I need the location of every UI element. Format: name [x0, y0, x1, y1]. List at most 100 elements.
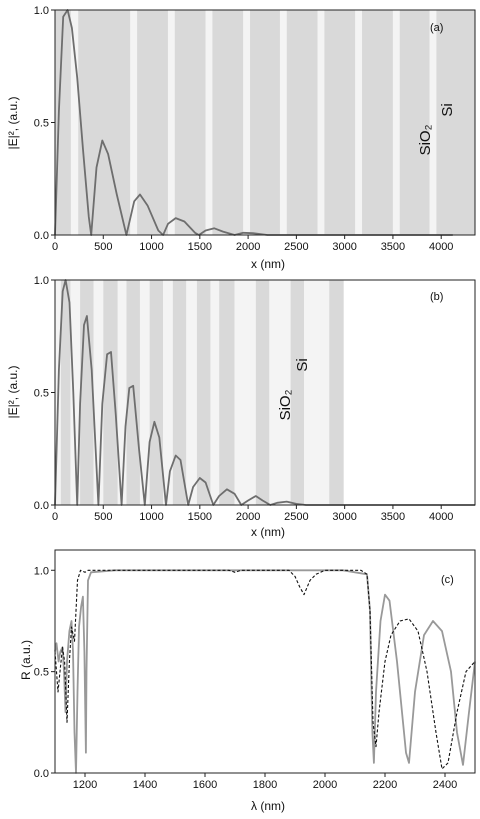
panel-a-layer-si-12 [286, 10, 318, 235]
panel-a-chart: 0 500 1000 1500 2000 2500 3000 3500 4000 0.0 0.5 1… [6, 5, 476, 271]
panel-c-y-ticks: 0.0 0.5 1.0 [34, 565, 55, 780]
panel-b-layer-sio2-6 [117, 280, 127, 505]
panel-c-y-tick-label-2: 1.0 [34, 565, 49, 577]
panel-c-chart: 1200 1400 1600 1800 2000 2200 2400 0.0 0.5 1.0 λ… [19, 549, 476, 813]
panel-b-sio2-label: SiO₂ [277, 389, 294, 420]
panel-a-layer-sio2-19 [429, 10, 437, 235]
panel-b-layer-si-11 [172, 280, 187, 505]
panel-b-y-ticks: 0.0 0.5 1.0 [34, 275, 55, 512]
panel-b-layer-si-15 [219, 280, 235, 505]
panel-a-layer-si-14 [324, 10, 356, 235]
panel-a-layer-si-8 [212, 10, 244, 235]
panel-a-layer-si-0 [55, 10, 71, 235]
panel-a-layer-sio2-1 [70, 10, 79, 235]
panel-b-layer-sio2-8 [139, 280, 150, 505]
panel-a-layer-si-20 [436, 10, 475, 235]
panel-c-series-line-0 [54, 569, 476, 774]
panel-a-letter: (a) [430, 22, 443, 34]
panel-c-y-tick-label-1: 0.5 [34, 667, 49, 679]
panel-a-series-line-0 [54, 9, 453, 236]
panel-c-x-tick-label-5: 2200 [373, 779, 397, 791]
panel-b-layer-sio2-2 [70, 280, 81, 505]
panel-a-x-tick-label-4: 2000 [236, 241, 260, 253]
panel-b-layers [55, 280, 344, 505]
panel-a-layer-sio2-5 [167, 10, 175, 235]
panel-a-layer-sio2-9 [243, 10, 251, 235]
panel-b-layer-si-1 [60, 280, 71, 505]
panel-c-frame [54, 549, 476, 774]
panel-a-layers [55, 10, 475, 235]
panel-b-layer-si-3 [80, 280, 94, 505]
panel-a-y-tick-label-1: 0.5 [34, 118, 49, 130]
panel-a-layer-sio2-17 [392, 10, 400, 235]
panel-b-x-tick-label-0: 0 [52, 511, 58, 523]
panel-b-x-axis-label: x (nm) [251, 525, 285, 539]
panel-b-layer-sio2-10 [163, 280, 173, 505]
panel-a-layer-sio2-7 [205, 10, 213, 235]
panel-b-x-tick-label-2: 1000 [139, 511, 163, 523]
panel-b-x-ticks: 0 500 1000 1500 2000 2500 3000 3500 4000 [52, 505, 453, 523]
panel-b-layer-sio2-4 [93, 280, 104, 505]
panel-b-y-tick-label-1: 0.5 [34, 388, 49, 400]
panel-a-layer-si-6 [174, 10, 206, 235]
panel-c-y-tick-label-0: 0.0 [34, 768, 49, 780]
panel-c-y-axis-label: R (a.u.) [19, 640, 33, 680]
panel-a-si-label: Si [439, 103, 456, 116]
panel-a-sio2-label: SiO₂ [417, 124, 434, 155]
panel-c-x-axis-label: λ (nm) [251, 799, 285, 813]
panel-b-layer-sio2-14 [210, 280, 220, 505]
panel-b-series-line-0 [54, 279, 475, 506]
panel-b-x-tick-label-6: 3000 [332, 511, 356, 523]
panel-a-layer-sio2-11 [279, 10, 287, 235]
panel-b-layer-si-9 [149, 280, 164, 505]
panel-b-layer-si-13 [196, 280, 211, 505]
panel-b-layer-sio2-18 [269, 280, 291, 505]
panel-c-x-tick-label-2: 1600 [193, 779, 217, 791]
panel-c-x-ticks: 1200 1400 1600 1800 2000 2200 2400 [73, 773, 457, 791]
panel-c-x-tick-label-1: 1400 [133, 779, 157, 791]
panel-b-layer-sio2-20 [304, 280, 330, 505]
panel-a-x-tick-label-6: 3000 [332, 241, 356, 253]
panel-b-si-label: Si [294, 358, 311, 371]
panel-c-series [54, 569, 476, 774]
panel-a-x-tick-label-7: 3500 [381, 241, 405, 253]
panel-a-layer-sio2-3 [130, 10, 138, 235]
panel-a-layer-si-16 [362, 10, 393, 235]
panel-b-layer-sio2-16 [234, 280, 256, 505]
panel-a-y-axis-label: |E|², (a.u.) [6, 97, 20, 150]
panel-b-series [54, 279, 475, 506]
panel-a-x-ticks: 0 500 1000 1500 2000 2500 3000 3500 4000 [52, 235, 453, 253]
panel-a-layer-sio2-15 [355, 10, 363, 235]
panel-a-x-tick-label-1: 500 [94, 241, 112, 253]
panel-a-x-tick-label-8: 4000 [429, 241, 453, 253]
panel-a-y-tick-label-0: 0.0 [34, 230, 49, 242]
panel-b-y-tick-label-0: 0.0 [34, 500, 49, 512]
panel-a-x-tick-label-5: 2500 [284, 241, 308, 253]
panel-b-y-axis-label: |E|², (a.u.) [6, 366, 20, 419]
panel-a-series [54, 9, 453, 236]
panel-c-x-tick-label-0: 1200 [73, 779, 97, 791]
panel-b-layer-si-19 [290, 280, 305, 505]
panel-b-layer-sio2-12 [186, 280, 197, 505]
panel-b-chart: 0 500 1000 1500 2000 2500 3000 3500 4000 0.0 0.5 1… [6, 275, 476, 539]
panel-b-x-tick-label-5: 2500 [284, 511, 308, 523]
panel-a-x-tick-label-2: 1000 [139, 241, 163, 253]
panel-a-y-ticks: 0.0 0.5 1.0 [34, 5, 55, 242]
panel-b-layer-si-5 [103, 280, 118, 505]
panel-a-x-tick-label-0: 0 [52, 241, 58, 253]
panel-b-x-tick-label-4: 2000 [236, 511, 260, 523]
panel-c-x-tick-label-4: 2000 [313, 779, 337, 791]
panel-a-x-tick-label-3: 1500 [188, 241, 212, 253]
panel-a-layer-si-4 [137, 10, 168, 235]
panel-a-layer-si-10 [250, 10, 280, 235]
panel-b-x-tick-label-1: 500 [94, 511, 112, 523]
panel-a-layer-si-18 [399, 10, 430, 235]
panel-b-y-tick-label-2: 1.0 [34, 275, 49, 287]
panel-a-layer-si-2 [78, 10, 131, 235]
panel-b-x-tick-label-3: 1500 [188, 511, 212, 523]
panel-b-x-tick-label-7: 3500 [381, 511, 405, 523]
panel-b-layer-si-21 [329, 280, 344, 505]
panel-a-y-tick-label-2: 1.0 [34, 5, 49, 17]
panel-c-letter: (c) [441, 574, 454, 586]
